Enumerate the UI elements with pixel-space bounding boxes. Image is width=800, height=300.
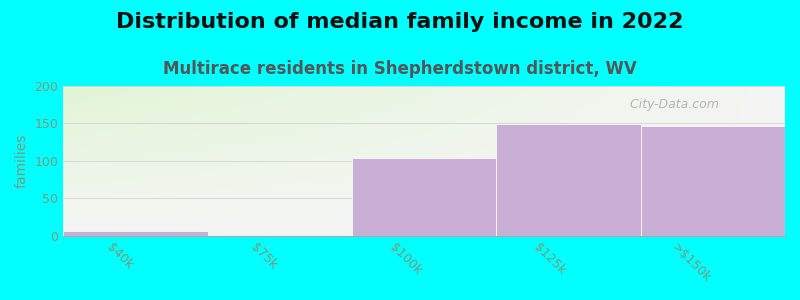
Text: Multirace residents in Shepherdstown district, WV: Multirace residents in Shepherdstown dis… — [163, 60, 637, 78]
Y-axis label: families: families — [15, 134, 29, 188]
Bar — [496, 124, 641, 236]
Bar — [641, 126, 785, 236]
Text: City-Data.com: City-Data.com — [626, 98, 719, 111]
Bar — [352, 158, 496, 236]
Bar — [63, 231, 208, 236]
Text: Distribution of median family income in 2022: Distribution of median family income in … — [116, 12, 684, 32]
